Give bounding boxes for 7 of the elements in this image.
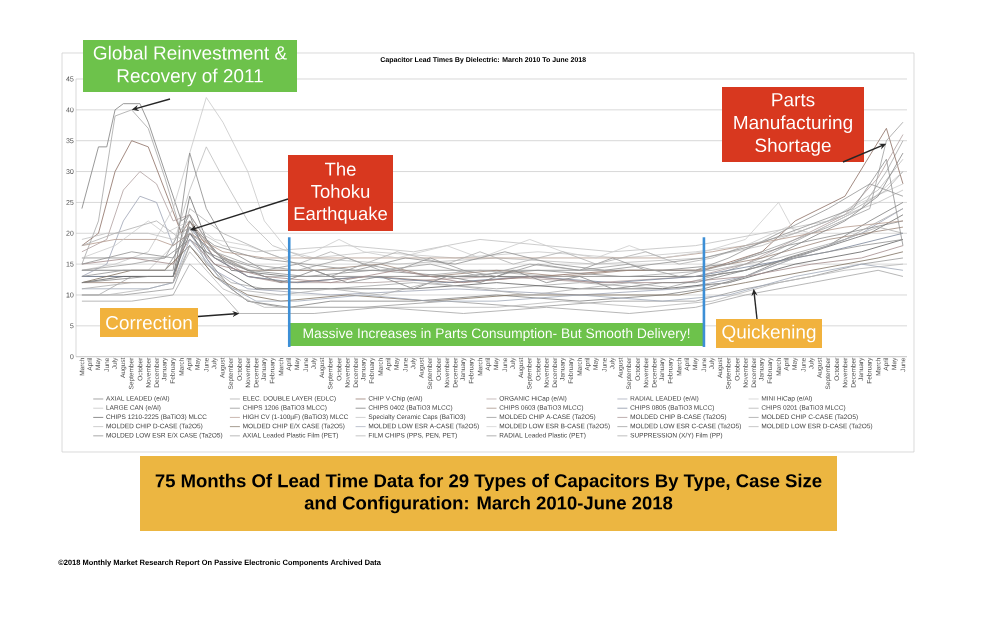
annotation: Quickening <box>722 324 816 343</box>
annotation: Global Reinvestment & Recovery of 2011 <box>93 45 287 87</box>
annotation: Parts Manufacturing Shortage <box>734 93 852 156</box>
annotation: The Tohoku Earthquake <box>294 162 387 224</box>
annotation: Correction <box>106 315 192 330</box>
text: 75 Months Of Lead Time Data for 29 Types of Capacitors By Type, Case Size and Configuration: March 2010-June 2018 <box>155 473 822 514</box>
band-label: Massive Increases in Parts Consumption- But Smooth Delivery! <box>303 328 690 341</box>
